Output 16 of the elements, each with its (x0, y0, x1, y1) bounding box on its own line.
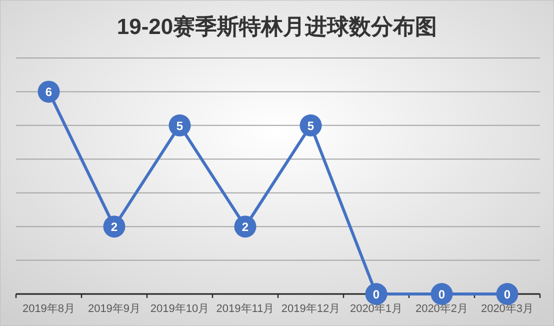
chart-title: 19-20赛季斯特林月进球数分布图 (116, 14, 438, 39)
x-tick-label: 2019年12月 (281, 303, 340, 315)
data-label: 2 (242, 220, 249, 234)
x-tick-label: 2019年9月 (88, 303, 141, 315)
data-label: 5 (176, 118, 184, 133)
x-tick-label: 2020年1月 (350, 303, 403, 315)
data-label: 5 (307, 118, 314, 133)
data-label: 0 (372, 288, 380, 302)
x-tick-label: 2019年8月 (22, 303, 76, 315)
data-label: 0 (438, 288, 446, 302)
data-label: 6 (45, 85, 52, 100)
data-label: 2 (110, 220, 118, 234)
data-label: 0 (504, 288, 511, 302)
x-tick-label: 2020年2月 (415, 303, 468, 315)
x-tick-label: 2019年10月 (150, 303, 210, 315)
x-tick-label: 2019年11月 (216, 303, 274, 315)
